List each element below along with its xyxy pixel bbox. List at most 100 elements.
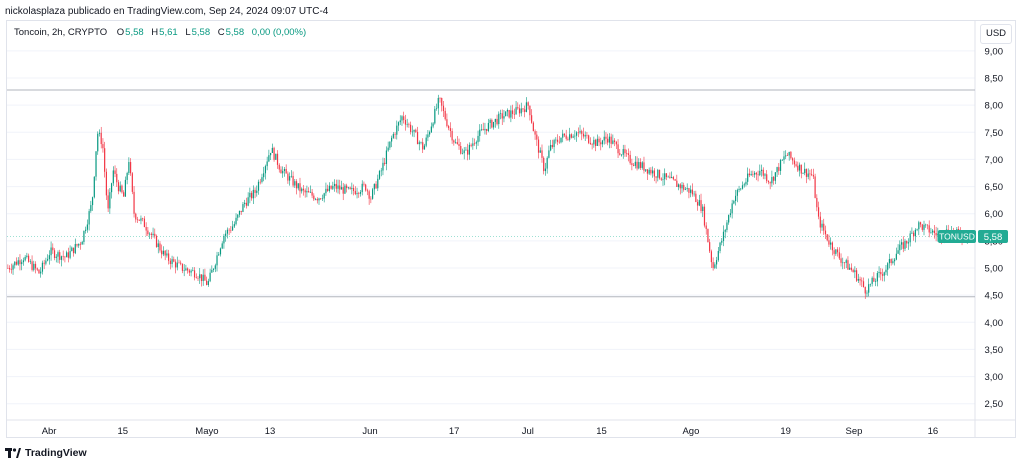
candle-body [615,141,617,145]
candle-body [492,121,495,128]
candle-body [183,270,185,272]
change-value: 0,00 (0,00%) [251,27,307,38]
candle-body [397,122,400,126]
x-tick-label-4: Jun [362,426,377,437]
candle-body [358,193,360,194]
candle-body [133,191,135,214]
candle-body [541,150,543,158]
candle-body [159,243,161,251]
candle-body [548,150,550,158]
candle-body [793,160,795,165]
candle-body [295,181,298,189]
candle-body [811,174,813,176]
candle-body [854,270,856,273]
candle-body [109,192,111,209]
candle-body [10,269,12,270]
candle-body [653,170,655,177]
candle-body [325,188,327,194]
candle-body [283,168,286,171]
candle-body [192,270,194,271]
price-tag-value: 5,58 [984,232,1003,243]
candle-body [252,189,254,199]
symbol-info: Toncoin, 2h, CRYPTO [14,27,108,38]
candle-body [69,251,71,258]
candle-body [28,255,30,262]
candle-body [773,177,775,181]
candle-body [463,150,465,154]
candle-body [613,140,616,142]
candle-body [691,189,693,195]
candle-body [914,229,916,237]
candle-body [342,187,344,194]
candle-body [546,157,548,169]
candle-body [197,277,199,279]
tradingview-logo-icon [5,448,21,458]
candle-body [467,149,469,155]
candle-body [816,197,818,208]
candle-body [289,176,291,181]
low-label: L [185,27,191,38]
candle-body [401,116,403,121]
candle-body [396,125,398,135]
candle-body [83,230,85,242]
candle-body [603,136,605,141]
candle-body [506,110,509,112]
candle-body [634,161,636,166]
candle-body [553,140,555,147]
candle-body [238,210,241,215]
candle-body [228,229,230,231]
candle-body [560,137,562,143]
price-tag-symbol-bg [938,230,976,244]
candle-body [779,160,782,171]
candle-body [79,243,82,245]
candle-body [363,183,365,185]
candle-body [245,202,248,206]
candle-body [34,263,37,269]
y-tick-label-4: 4,50 [985,291,1004,302]
candle-body [242,204,244,212]
candle-body [33,263,35,270]
candle-body [797,165,799,171]
candle-body [529,105,531,116]
candle-body [308,191,310,193]
candle-body [479,129,481,136]
candle-body [155,235,158,247]
symbol-legend: Toncoin, 2h, CRYPTO O5,58 H5,61 L5,58 C5… [14,27,307,38]
candle-body [480,129,483,130]
candle-body [719,242,721,251]
candle-body [510,110,512,118]
candle-body [835,249,837,254]
candle-body [868,284,870,293]
candle-body [805,168,808,177]
candle-body [394,134,396,135]
candle-body [98,132,101,134]
candle-body [916,229,918,230]
candle-body [555,139,557,141]
candle-body [140,218,142,221]
y-tick-label-5: 5,00 [985,264,1004,275]
candle-body [902,242,904,249]
candle-body [584,135,586,137]
candle-body [487,122,490,131]
candle-body [375,183,377,189]
open-value: 5,58 [125,27,144,38]
candle-body [26,255,28,258]
y-tick-label-13: 9,00 [985,46,1004,57]
candle-body [64,256,66,258]
candle-body [512,110,514,114]
x-tick-label-11: 16 [928,426,939,437]
candle-body [59,252,61,260]
currency-button[interactable]: USD [980,24,1012,44]
candle-body [662,179,664,180]
candle-body [368,191,370,199]
candle-body [7,268,9,269]
open-label: O [116,27,125,38]
candle-body [572,136,574,138]
candle-body [911,232,913,234]
candle-body [809,173,811,175]
candle-body [259,181,261,183]
candle-body [591,144,593,145]
candle-body [361,183,363,193]
candle-body [795,164,797,166]
